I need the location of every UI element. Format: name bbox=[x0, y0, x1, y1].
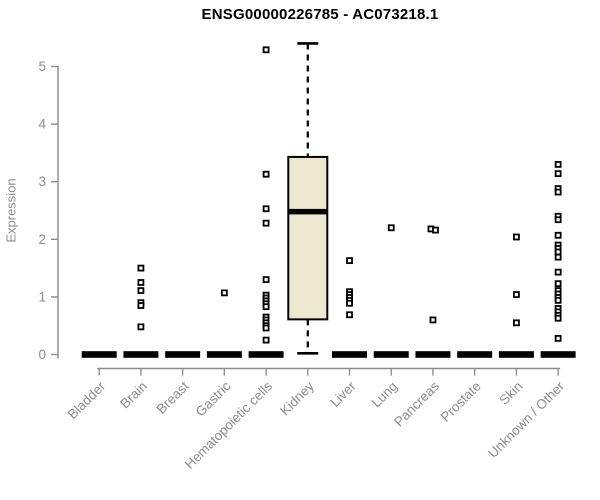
outlier-point bbox=[387, 224, 395, 232]
outlier-point bbox=[513, 319, 520, 327]
collapsed-box-breast bbox=[165, 351, 201, 358]
outlier-point bbox=[554, 216, 562, 224]
x-tick-label-breast: Breast bbox=[154, 378, 192, 416]
collapsed-box-hematopoietic-cells bbox=[248, 351, 284, 358]
collapsed-box-prostate bbox=[457, 351, 493, 358]
outlier-point bbox=[137, 287, 145, 294]
box-kidney bbox=[287, 155, 329, 321]
outlier-point bbox=[554, 253, 562, 261]
collapsed-box-lung bbox=[373, 351, 409, 358]
collapsed-box-bladder bbox=[81, 351, 117, 358]
outlier-point bbox=[137, 264, 145, 272]
median-line bbox=[288, 208, 328, 215]
x-tick-label-gastric: Gastric bbox=[193, 378, 234, 419]
y-tick-label: 5 bbox=[38, 59, 46, 74]
x-tick-label-kidney: Kidney bbox=[277, 378, 317, 418]
outlier-point bbox=[554, 334, 562, 342]
outlier-point bbox=[554, 248, 562, 256]
x-tick-label-brain: Brain bbox=[117, 379, 150, 412]
outlier-point bbox=[262, 276, 270, 284]
outlier-point bbox=[137, 323, 145, 331]
outlier-point bbox=[513, 291, 520, 298]
outlier-point bbox=[554, 161, 562, 168]
outlier-point bbox=[429, 316, 437, 324]
chart-title: ENSG00000226785 - AC073218.1 bbox=[201, 6, 439, 23]
outlier-point bbox=[346, 311, 353, 319]
collapsed-box-skin bbox=[498, 351, 534, 358]
x-tick-label-liver: Liver bbox=[327, 378, 359, 410]
x-tick-label-lung: Lung bbox=[369, 379, 401, 411]
outlier-point bbox=[262, 205, 270, 213]
collapsed-box-liver bbox=[332, 351, 368, 358]
x-tick-label-prostate: Prostate bbox=[438, 379, 484, 425]
y-tick-label: 2 bbox=[38, 232, 46, 247]
x-tick-label-bladder: Bladder bbox=[65, 378, 109, 422]
outlier-point bbox=[262, 46, 270, 54]
outlier-point bbox=[262, 170, 270, 178]
outlier-point bbox=[554, 170, 562, 178]
outlier-point bbox=[262, 303, 270, 311]
outlier-point bbox=[346, 257, 353, 265]
outlier-point bbox=[346, 299, 353, 307]
outlier-point bbox=[137, 302, 145, 309]
x-tick-label-unknown-other: Unknown / Other bbox=[485, 378, 568, 461]
collapsed-box-gastric bbox=[206, 351, 242, 358]
outlier-point bbox=[554, 188, 562, 196]
outlier-point bbox=[262, 336, 270, 344]
collapsed-box-unknown-other bbox=[540, 351, 576, 358]
y-tick-label: 1 bbox=[38, 289, 46, 304]
outlier-point bbox=[554, 280, 562, 288]
collapsed-box-brain bbox=[123, 351, 159, 358]
outlier-point bbox=[554, 314, 562, 322]
x-tick-label-pancreas: Pancreas bbox=[391, 378, 442, 429]
outlier-point bbox=[554, 296, 562, 304]
outlier-point bbox=[513, 233, 520, 241]
outlier-point bbox=[137, 279, 145, 286]
y-tick-label: 0 bbox=[38, 347, 46, 362]
outlier-point bbox=[262, 219, 270, 227]
y-tick-label: 3 bbox=[38, 174, 46, 189]
outlier-point bbox=[554, 231, 562, 239]
y-tick-label: 4 bbox=[38, 117, 46, 132]
outlier-point bbox=[262, 324, 270, 332]
x-tick-label-skin: Skin bbox=[496, 379, 525, 408]
outlier-point bbox=[220, 289, 228, 297]
outlier-point bbox=[432, 226, 439, 234]
outlier-point bbox=[554, 268, 562, 276]
collapsed-box-pancreas bbox=[415, 351, 451, 358]
